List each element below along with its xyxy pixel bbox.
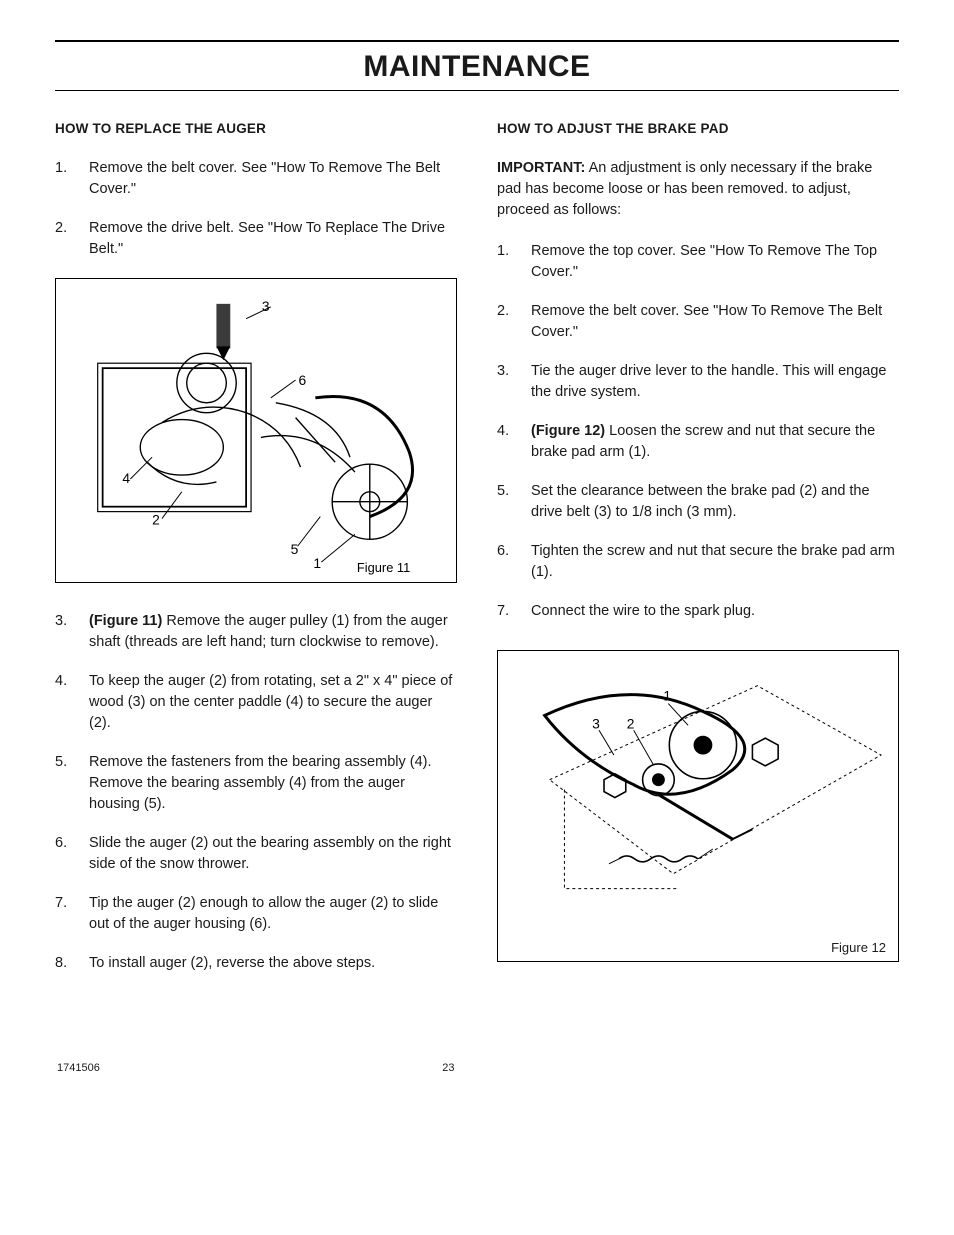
step-lead-bold: (Figure 11) (89, 613, 166, 629)
page-footer: 1741506 23 (55, 1062, 899, 1074)
step-text: Slide the auger (2) out the bearing asse… (89, 833, 457, 875)
important-paragraph: IMPORTANT: An adjustment is only necessa… (497, 158, 899, 221)
step-rest: Remove the belt cover. See "How To Remov… (531, 303, 882, 340)
step-text: Connect the wire to the spark plug. (531, 601, 899, 622)
figure-11-caption: Figure 11 (357, 560, 410, 575)
fig11-label-1: 1 (313, 555, 321, 571)
step-text: (Figure 11) Remove the auger pulley (1) … (89, 611, 457, 653)
figure-12-svg: 1 2 3 (510, 661, 886, 938)
fig11-label-3: 3 (262, 298, 270, 314)
figure-11: 3 6 4 2 5 1 Figure (55, 278, 457, 583)
step-text: Tip the auger (2) enough to allow the au… (89, 893, 457, 935)
step-text: Set the clearance between the brake pad … (531, 481, 899, 523)
right-heading: HOW TO ADJUST THE BRAKE PAD (497, 121, 899, 136)
figure-12: 1 2 3 Figure 12 (497, 650, 899, 962)
step-rest: Slide the auger (2) out the bearing asse… (89, 835, 451, 872)
step-text: (Figure 12) Loosen the screw and nut tha… (531, 421, 899, 463)
fig12-label-2: 2 (627, 716, 635, 732)
step-text: To keep the auger (2) from rotating, set… (89, 671, 457, 734)
step-rest: Tie the auger drive lever to the handle.… (531, 363, 886, 400)
figure-11-svg: 3 6 4 2 5 1 Figure (68, 289, 444, 576)
step-item: (Figure 12) Loosen the screw and nut tha… (497, 421, 899, 463)
page-number: 23 (442, 1062, 454, 1074)
title-rule (55, 90, 899, 91)
step-item: Set the clearance between the brake pad … (497, 481, 899, 523)
left-heading: HOW TO REPLACE THE AUGER (55, 121, 457, 136)
step-rest: To install auger (2), reverse the above … (89, 955, 375, 971)
right-steps: Remove the top cover. See "How To Remove… (497, 241, 899, 622)
content-columns: HOW TO REPLACE THE AUGER Remove the belt… (55, 121, 899, 992)
step-rest: Tip the auger (2) enough to allow the au… (89, 895, 438, 932)
doc-id: 1741506 (57, 1062, 100, 1074)
top-rule (55, 40, 899, 42)
fig11-label-5: 5 (291, 541, 299, 557)
step-text: Remove the drive belt. See "How To Repla… (89, 218, 457, 260)
step-item: Remove the belt cover. See "How To Remov… (55, 158, 457, 200)
step-item: Remove the belt cover. See "How To Remov… (497, 301, 899, 343)
figure-12-caption: Figure 12 (510, 938, 886, 955)
fig11-label-4: 4 (122, 470, 130, 486)
step-item: To install auger (2), reverse the above … (55, 953, 457, 974)
step-item: Connect the wire to the spark plug. (497, 601, 899, 622)
step-text: Remove the belt cover. See "How To Remov… (531, 301, 899, 343)
step-rest: Set the clearance between the brake pad … (531, 483, 870, 520)
left-steps-bottom: (Figure 11) Remove the auger pulley (1) … (55, 611, 457, 974)
fig11-label-2: 2 (152, 512, 160, 528)
step-item: Tighten the screw and nut that secure th… (497, 541, 899, 583)
step-text: Remove the top cover. See "How To Remove… (531, 241, 899, 283)
step-rest: Remove the top cover. See "How To Remove… (531, 243, 877, 280)
step-rest: Remove the fasteners from the bearing as… (89, 754, 432, 812)
important-label: IMPORTANT: (497, 160, 585, 176)
step-item: Tip the auger (2) enough to allow the au… (55, 893, 457, 935)
right-column: HOW TO ADJUST THE BRAKE PAD IMPORTANT: A… (497, 121, 899, 992)
step-text: To install auger (2), reverse the above … (89, 953, 457, 974)
fig12-label-3: 3 (592, 716, 600, 732)
left-steps-top: Remove the belt cover. See "How To Remov… (55, 158, 457, 260)
step-text: Remove the belt cover. See "How To Remov… (89, 158, 457, 200)
step-item: Remove the fasteners from the bearing as… (55, 752, 457, 815)
step-rest: To keep the auger (2) from rotating, set… (89, 673, 452, 731)
step-item: (Figure 11) Remove the auger pulley (1) … (55, 611, 457, 653)
step-item: To keep the auger (2) from rotating, set… (55, 671, 457, 734)
document-page: MAINTENANCE HOW TO REPLACE THE AUGER Rem… (0, 0, 954, 1104)
step-text: Tighten the screw and nut that secure th… (531, 541, 899, 583)
step-text: Remove the fasteners from the bearing as… (89, 752, 457, 815)
step-item: Remove the drive belt. See "How To Repla… (55, 218, 457, 260)
step-item: Slide the auger (2) out the bearing asse… (55, 833, 457, 875)
step-item: Remove the top cover. See "How To Remove… (497, 241, 899, 283)
fig11-label-6: 6 (299, 372, 307, 388)
step-item: Tie the auger drive lever to the handle.… (497, 361, 899, 403)
step-rest: Connect the wire to the spark plug. (531, 603, 755, 619)
step-lead-bold: (Figure 12) (531, 423, 609, 439)
step-rest: Tighten the screw and nut that secure th… (531, 543, 895, 580)
footer-spacer (837, 1062, 897, 1074)
step-text: Tie the auger drive lever to the handle.… (531, 361, 899, 403)
left-column: HOW TO REPLACE THE AUGER Remove the belt… (55, 121, 457, 992)
page-title: MAINTENANCE (55, 50, 899, 84)
fig12-label-1: 1 (663, 688, 671, 704)
